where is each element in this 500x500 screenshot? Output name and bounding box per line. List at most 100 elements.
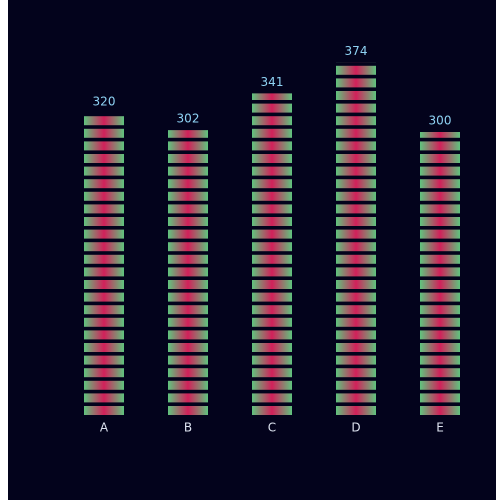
bar-segment xyxy=(420,154,460,163)
bar-segment xyxy=(84,406,124,415)
bar-segment xyxy=(336,179,376,189)
bar-segment xyxy=(168,179,208,189)
bar-segment xyxy=(336,154,376,163)
bar-segment xyxy=(168,267,208,277)
value-label: 320 xyxy=(93,95,116,109)
bar-segment xyxy=(420,343,460,352)
bar-segment xyxy=(168,406,208,415)
bar-segment xyxy=(84,305,124,315)
bar-segment xyxy=(336,355,376,365)
value-label: 300 xyxy=(429,114,452,128)
x-tick-label: A xyxy=(100,421,109,435)
bar-segment xyxy=(84,116,124,126)
bar-segment xyxy=(336,78,376,88)
bar-segment xyxy=(420,132,460,138)
bar-segment xyxy=(84,154,124,163)
bar-segment xyxy=(252,280,292,289)
bar-segment xyxy=(252,166,292,176)
bar-segment xyxy=(252,317,292,327)
bar xyxy=(252,93,292,415)
bar-segment xyxy=(336,128,376,138)
x-tick-label: E xyxy=(436,421,444,435)
bar-segment xyxy=(336,292,376,302)
bar-segment xyxy=(252,217,292,226)
bar-segment xyxy=(252,368,292,378)
bar-segment xyxy=(420,179,460,189)
bar-segment xyxy=(84,368,124,378)
bar-segment xyxy=(420,355,460,365)
bar-segment xyxy=(252,191,292,201)
bar-segment xyxy=(336,280,376,289)
bar-segment xyxy=(168,204,208,214)
bar-segment xyxy=(84,141,124,151)
bar-segment xyxy=(168,229,208,239)
bar-segment xyxy=(168,305,208,315)
bar-segment xyxy=(420,242,460,252)
bar-segment xyxy=(168,154,208,163)
bar-segment xyxy=(168,330,208,340)
bar-segment xyxy=(168,242,208,252)
bar-segment xyxy=(252,141,292,151)
bar-segment xyxy=(336,305,376,315)
bar-segment xyxy=(252,254,292,264)
bar-segment xyxy=(84,317,124,327)
bar-segment xyxy=(420,393,460,403)
bar-segment xyxy=(336,254,376,264)
bar-segment xyxy=(84,267,124,277)
bar-segment xyxy=(252,267,292,277)
bar-segment xyxy=(168,343,208,352)
bar-segment xyxy=(420,380,460,390)
bar-segment xyxy=(336,343,376,352)
bar-segment xyxy=(168,141,208,151)
bar-segment xyxy=(84,292,124,302)
bar-segment xyxy=(420,204,460,214)
bar-segment xyxy=(336,166,376,176)
bar-segment xyxy=(420,368,460,378)
bar-segment xyxy=(252,355,292,365)
value-label: 341 xyxy=(261,75,284,89)
bar-segment xyxy=(420,254,460,264)
bar-segment xyxy=(336,65,376,75)
bar-segment xyxy=(168,130,208,138)
bar-segment xyxy=(252,204,292,214)
bar-segment xyxy=(168,380,208,390)
x-tick-label: D xyxy=(351,421,360,435)
x-tick-label: B xyxy=(184,421,192,435)
bar-segment xyxy=(84,254,124,264)
bar-segment xyxy=(420,229,460,239)
bar-segment xyxy=(336,103,376,113)
bar-segment xyxy=(84,204,124,214)
bar-segment xyxy=(84,128,124,138)
bar-segment xyxy=(252,330,292,340)
bar-segment xyxy=(420,191,460,201)
bar-segment xyxy=(252,380,292,390)
bar-segment xyxy=(420,305,460,315)
bar-segment xyxy=(252,93,292,100)
bar-segment xyxy=(336,116,376,126)
value-label: 374 xyxy=(345,44,368,58)
value-label: 302 xyxy=(177,112,200,126)
bar xyxy=(336,65,376,415)
bar-segment xyxy=(252,154,292,163)
bar-segment xyxy=(420,267,460,277)
bar-segment xyxy=(252,103,292,113)
bar-segment xyxy=(252,406,292,415)
bar-segment xyxy=(84,393,124,403)
x-tick-label: C xyxy=(268,421,276,435)
bar-segment xyxy=(168,317,208,327)
bar-segment xyxy=(84,355,124,365)
bar-segment xyxy=(420,280,460,289)
bar-segment xyxy=(420,292,460,302)
bar xyxy=(420,132,460,415)
bar-segment xyxy=(168,355,208,365)
bar-segment xyxy=(252,242,292,252)
bar-segment xyxy=(252,179,292,189)
bar-segment xyxy=(420,317,460,327)
bar-segment xyxy=(336,217,376,226)
bar-segment xyxy=(420,217,460,226)
bar-segment xyxy=(84,242,124,252)
bar-segment xyxy=(168,393,208,403)
bar-segment xyxy=(168,166,208,176)
bar-segment xyxy=(84,343,124,352)
